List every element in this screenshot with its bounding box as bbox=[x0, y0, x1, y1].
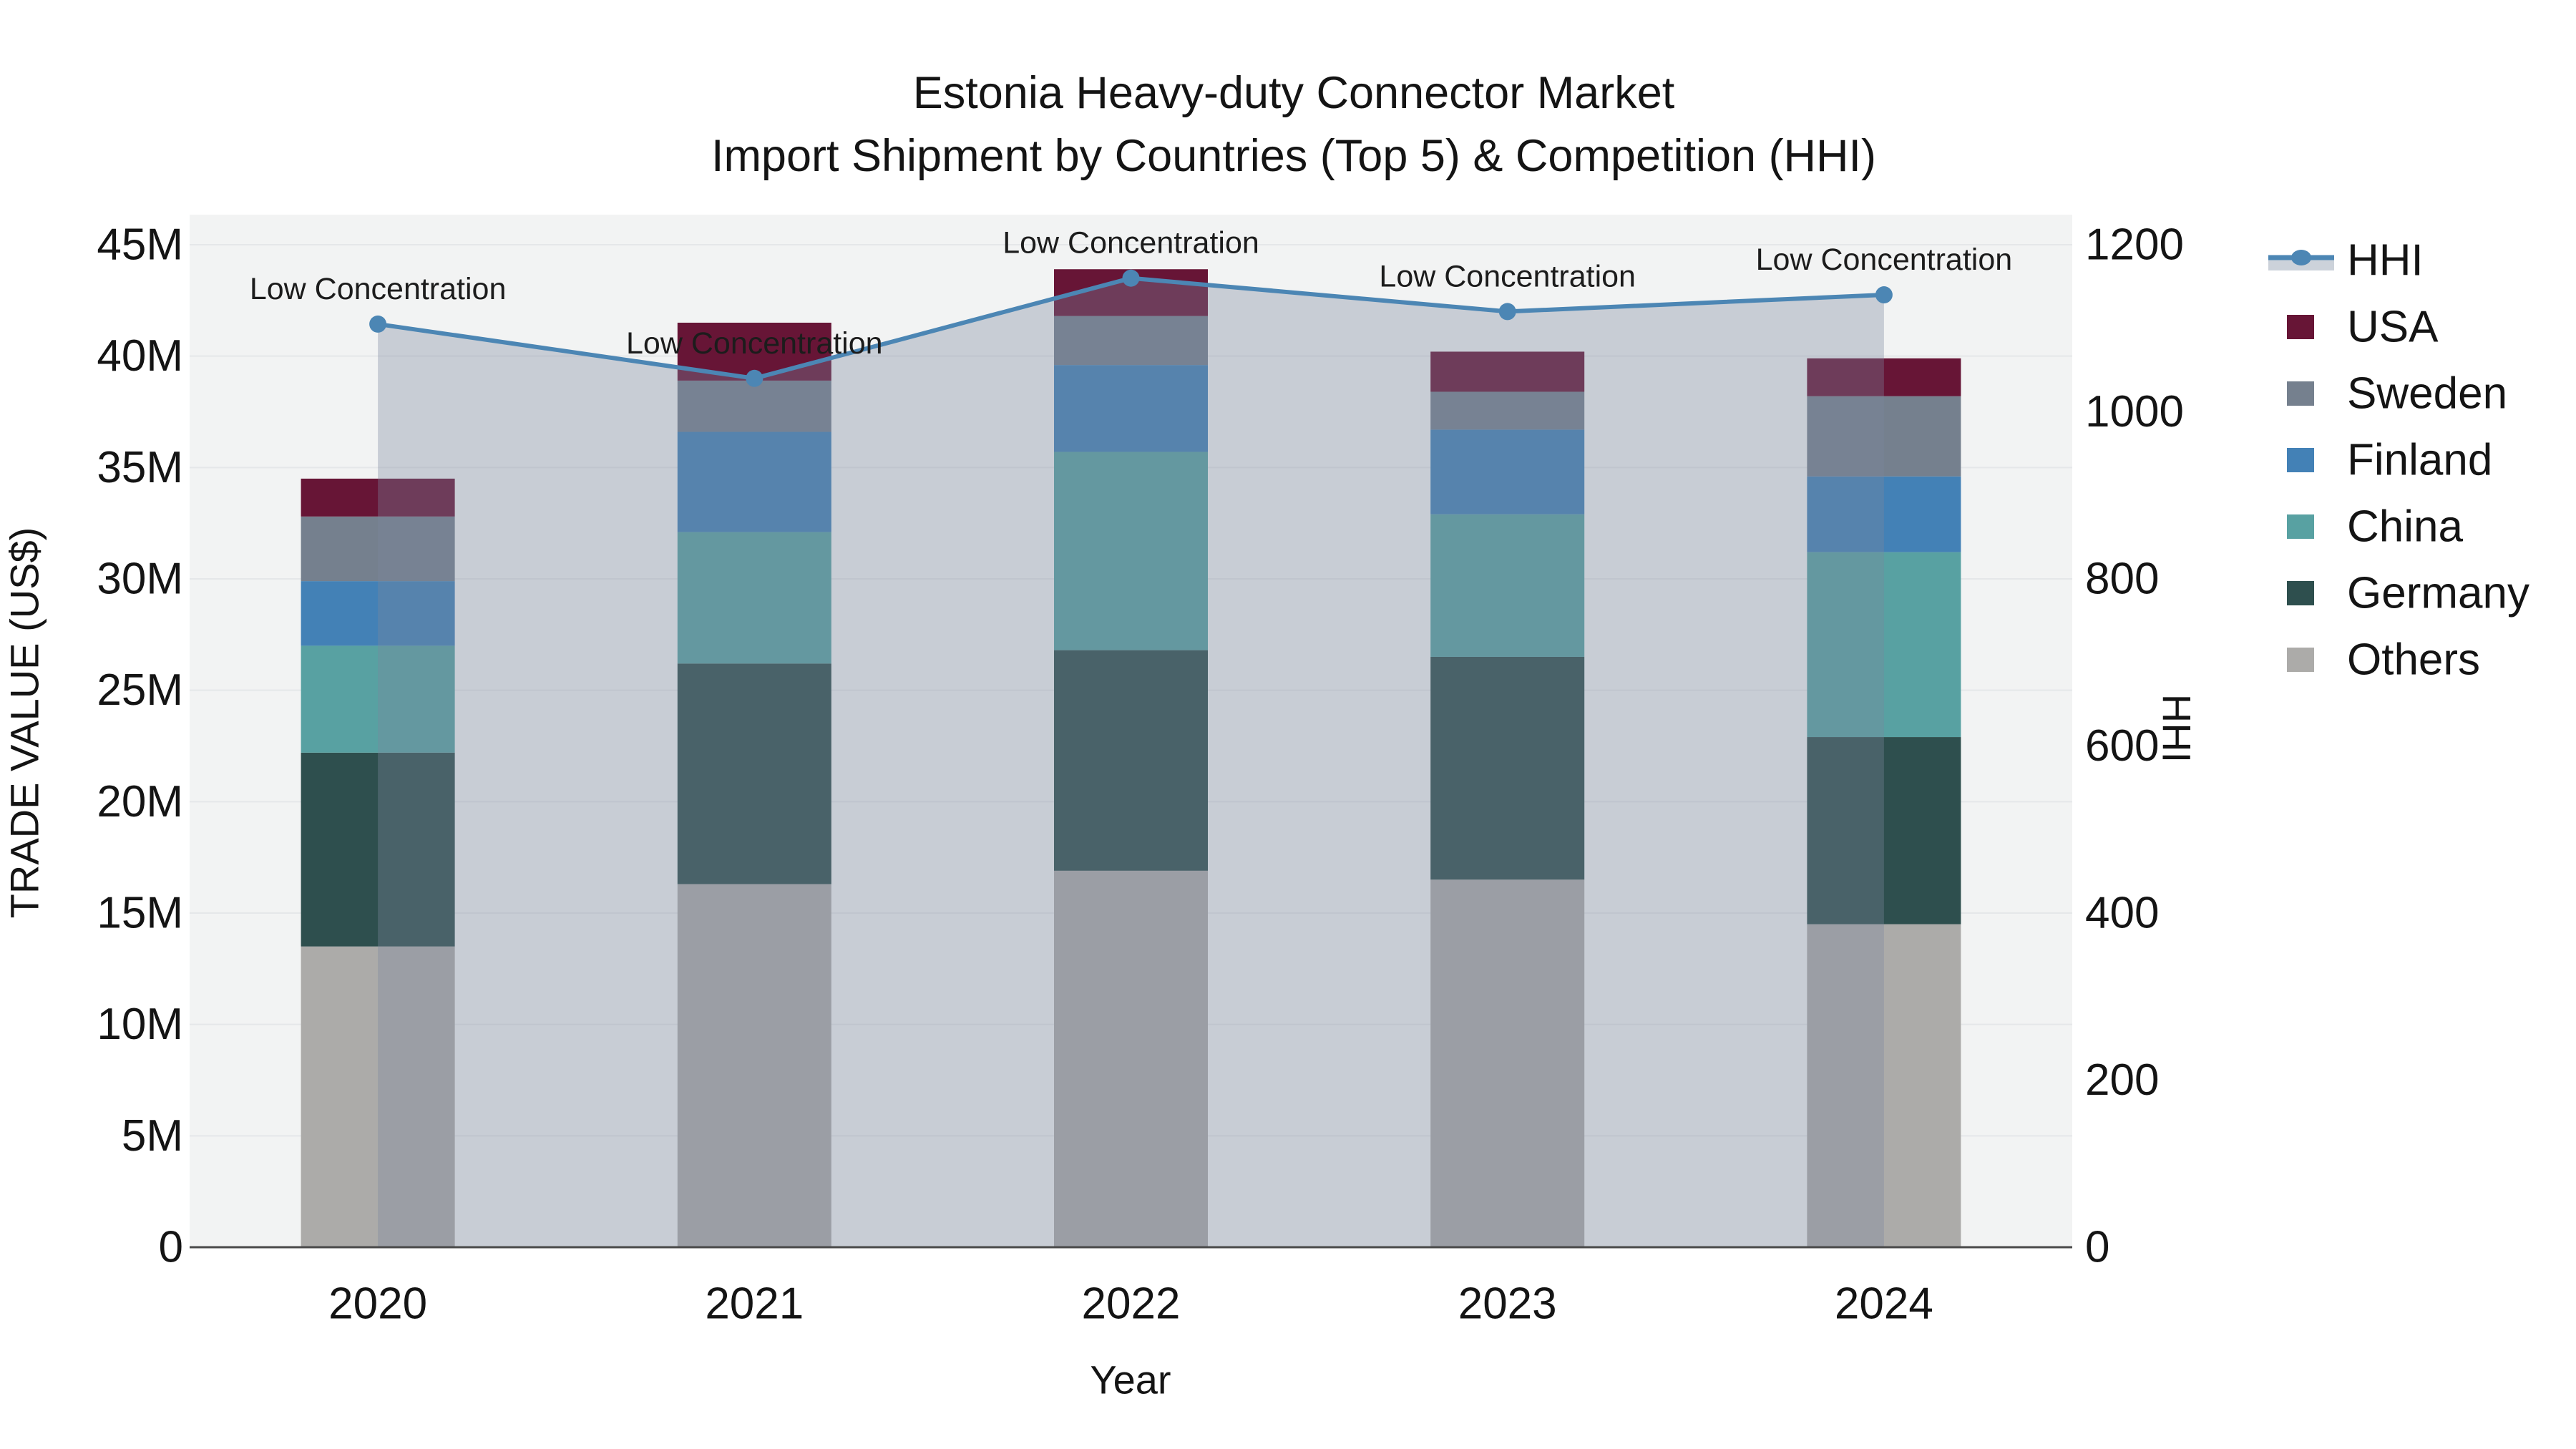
legend-label-china: China bbox=[2347, 502, 2464, 552]
legend-swatch-germany bbox=[2287, 581, 2314, 605]
chart-title: Estonia Heavy-duty Connector Market bbox=[913, 68, 1675, 118]
x-tick-2024: 2024 bbox=[1835, 1279, 1933, 1329]
hhi-marker-2023[interactable] bbox=[1498, 303, 1516, 321]
bar-segment-finland-2022[interactable] bbox=[1054, 365, 1208, 452]
bar-segment-finland-2021[interactable] bbox=[677, 431, 831, 532]
y-left-tick-30M: 30M bbox=[97, 555, 183, 604]
bar-segment-germany-2023[interactable] bbox=[1430, 656, 1585, 880]
y-left-tick-20M: 20M bbox=[97, 777, 183, 826]
y-left-tick-5M: 5M bbox=[122, 1111, 183, 1161]
annotation-low-concentration-2024: Low Concentration bbox=[1756, 243, 2013, 277]
y-right-tick-1200: 1200 bbox=[2085, 220, 2184, 270]
legend-label-germany: Germany bbox=[2347, 569, 2529, 618]
bar-segment-china-2022[interactable] bbox=[1054, 452, 1208, 650]
bar-segment-china-2020[interactable] bbox=[301, 645, 455, 753]
legend-item-finland[interactable]: Finland bbox=[2287, 436, 2492, 485]
annotation-low-concentration-2023: Low Concentration bbox=[1379, 259, 1636, 293]
bar-segment-sweden-2023[interactable] bbox=[1430, 391, 1585, 430]
legend-label-usa: USA bbox=[2347, 303, 2439, 352]
legend-label-hhi: HHI bbox=[2347, 236, 2424, 286]
bar-segment-sweden-2021[interactable] bbox=[677, 380, 831, 432]
bar-segment-sweden-2022[interactable] bbox=[1054, 316, 1208, 366]
y-right-tick-400: 400 bbox=[2085, 889, 2159, 938]
x-tick-2022: 2022 bbox=[1082, 1279, 1181, 1329]
x-tick-2020: 2020 bbox=[328, 1279, 427, 1329]
y-left-tick-15M: 15M bbox=[97, 889, 183, 938]
bar-segment-germany-2020[interactable] bbox=[301, 752, 455, 947]
bar-segment-others-2024[interactable] bbox=[1807, 924, 1961, 1247]
bar-segment-usa-2023[interactable] bbox=[1430, 351, 1585, 392]
annotation-low-concentration-2021: Low Concentration bbox=[626, 326, 883, 361]
bar-segment-finland-2024[interactable] bbox=[1807, 476, 1961, 552]
bar-segment-china-2024[interactable] bbox=[1807, 552, 1961, 738]
legend-item-germany[interactable]: Germany bbox=[2287, 569, 2529, 618]
bar-segment-sweden-2024[interactable] bbox=[1807, 396, 1961, 477]
legend-swatch-usa bbox=[2287, 315, 2314, 339]
hhi-marker-2024[interactable] bbox=[1875, 286, 1893, 304]
y-right-tick-200: 200 bbox=[2085, 1055, 2159, 1105]
legend-label-finland: Finland bbox=[2347, 436, 2492, 485]
y-left-tick-45M: 45M bbox=[97, 220, 183, 270]
y-left-tick-0: 0 bbox=[159, 1223, 183, 1272]
bar-segment-finland-2023[interactable] bbox=[1430, 429, 1585, 514]
annotation-low-concentration-2022: Low Concentration bbox=[1002, 226, 1259, 260]
legend-swatch-china bbox=[2287, 514, 2314, 539]
bar-segment-germany-2022[interactable] bbox=[1054, 650, 1208, 871]
x-tick-2023: 2023 bbox=[1458, 1279, 1557, 1329]
legend-item-china[interactable]: China bbox=[2287, 502, 2464, 552]
legend-label-others: Others bbox=[2347, 635, 2480, 685]
y-left-tick-40M: 40M bbox=[97, 331, 183, 381]
bar-segment-others-2022[interactable] bbox=[1054, 870, 1208, 1247]
x-axis-title: Year bbox=[1090, 1357, 1171, 1402]
legend-hhi-marker-icon bbox=[2291, 250, 2311, 265]
chart-subtitle: Import Shipment by Countries (Top 5) & C… bbox=[711, 131, 1876, 181]
bar-segment-germany-2021[interactable] bbox=[677, 663, 831, 884]
y-axis-title-right: HHI bbox=[2155, 694, 2200, 763]
legend-swatch-finland bbox=[2287, 448, 2314, 472]
hhi-marker-2021[interactable] bbox=[746, 369, 763, 387]
legend-swatch-others bbox=[2287, 648, 2314, 672]
bar-segment-finland-2020[interactable] bbox=[301, 581, 455, 646]
hhi-marker-2022[interactable] bbox=[1122, 269, 1140, 287]
legend-item-usa[interactable]: USA bbox=[2287, 303, 2439, 352]
y-left-tick-25M: 25M bbox=[97, 665, 183, 715]
annotation-low-concentration-2020: Low Concentration bbox=[250, 272, 507, 306]
bar-segment-china-2023[interactable] bbox=[1430, 514, 1585, 657]
bar-segment-others-2021[interactable] bbox=[677, 884, 831, 1247]
bar-segment-china-2021[interactable] bbox=[677, 532, 831, 664]
x-tick-2021: 2021 bbox=[705, 1279, 804, 1329]
legend-item-hhi[interactable]: HHI bbox=[2268, 236, 2424, 286]
bar-segment-sweden-2020[interactable] bbox=[301, 516, 455, 582]
y-right-tick-800: 800 bbox=[2085, 555, 2159, 604]
y-right-tick-1000: 1000 bbox=[2085, 387, 2184, 436]
hhi-marker-2020[interactable] bbox=[369, 315, 387, 333]
y-right-tick-0: 0 bbox=[2085, 1223, 2109, 1272]
legend-item-sweden[interactable]: Sweden bbox=[2287, 369, 2507, 419]
bar-segment-usa-2020[interactable] bbox=[301, 478, 455, 517]
legend-item-others[interactable]: Others bbox=[2287, 635, 2480, 685]
legend-label-sweden: Sweden bbox=[2347, 369, 2507, 419]
y-left-tick-35M: 35M bbox=[97, 443, 183, 492]
y-right-tick-600: 600 bbox=[2085, 721, 2159, 771]
bar-segment-germany-2024[interactable] bbox=[1807, 737, 1961, 924]
bar-segment-usa-2024[interactable] bbox=[1807, 358, 1961, 396]
bar-segment-others-2023[interactable] bbox=[1430, 879, 1585, 1247]
legend-swatch-sweden bbox=[2287, 381, 2314, 406]
y-left-tick-10M: 10M bbox=[97, 1000, 183, 1049]
hhi-area-fill bbox=[378, 278, 1884, 1248]
y-axis-title-left: TRADE VALUE (US$) bbox=[2, 527, 47, 919]
bar-segment-others-2020[interactable] bbox=[301, 946, 455, 1247]
